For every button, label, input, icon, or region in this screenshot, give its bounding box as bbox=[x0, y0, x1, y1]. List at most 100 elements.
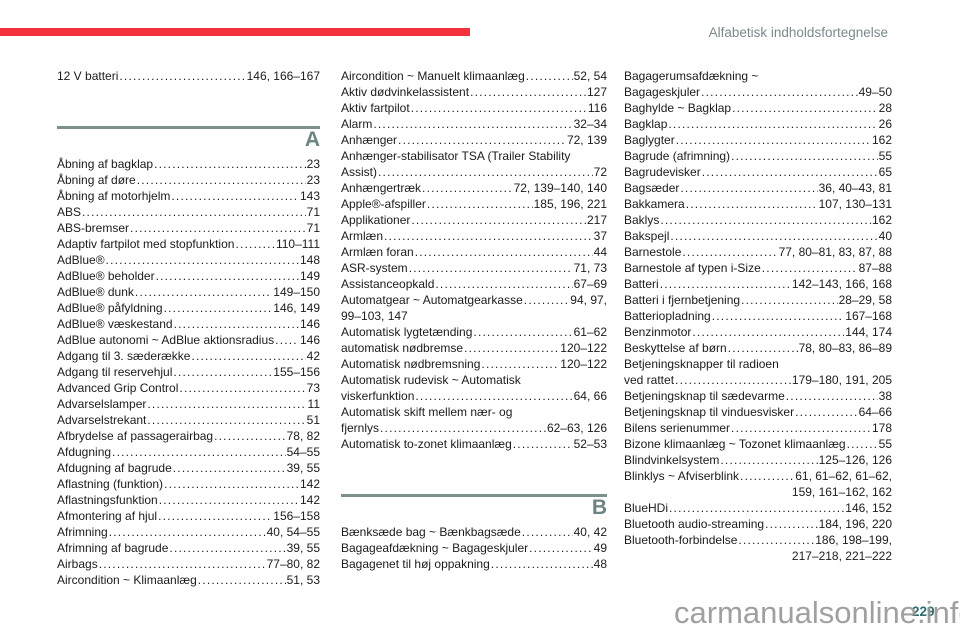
entry-label: Afdugning af bagrude bbox=[57, 461, 172, 475]
index-entry: AdBlue® påfyldning 146, 149 bbox=[57, 300, 320, 316]
index-entry: AdBlue® beholder 149 bbox=[57, 268, 320, 284]
entry-label: Apple®-afspiller bbox=[341, 197, 426, 211]
entry-label: Åbning af bagklap bbox=[57, 157, 154, 171]
entry-label: Aflastning (funktion) bbox=[57, 477, 164, 491]
dot-leader bbox=[522, 524, 573, 540]
index-entry: Bagklap 26 bbox=[624, 116, 892, 132]
index-entry: Afrimning 40, 54–55 bbox=[57, 524, 320, 540]
entry-label: AdBlue® dunk bbox=[57, 285, 134, 299]
index-entry: Bagageafdækning ~ Bagageskjuler 49 bbox=[341, 540, 607, 556]
entry-pages: 36, 40–43, 81 bbox=[818, 181, 892, 195]
index-entry: Aircondition ~ Klimaanlæg 51, 53 bbox=[57, 572, 320, 588]
entry-label: Åbning af døre bbox=[57, 173, 136, 187]
entry-pages: 87–88 bbox=[858, 261, 892, 275]
index-entry: 99–103, 147 bbox=[341, 308, 607, 324]
entry-label: Betjeningsknap til sædevarme bbox=[624, 389, 785, 403]
entry-pages: 42 bbox=[306, 349, 320, 363]
entry-pages: 40, 54–55 bbox=[266, 525, 320, 539]
entry-label: Adgang til reservehjul bbox=[57, 365, 173, 379]
index-entry: ASR-system 71, 73 bbox=[341, 260, 607, 276]
section-divider: B bbox=[341, 494, 607, 519]
dot-leader bbox=[411, 212, 586, 228]
index-entry: AdBlue® dunk 149–150 bbox=[57, 284, 320, 300]
entry-pages: 52–53 bbox=[573, 437, 607, 451]
index-section: 12 V batteri 146, 166–167 bbox=[57, 68, 320, 84]
index-entry: Bluetooth audio-streaming 184, 196, 220 bbox=[624, 516, 892, 532]
entry-label: ABS-bremser bbox=[57, 221, 130, 235]
entry-label: Benzinmotor bbox=[624, 325, 692, 339]
entry-pages: 28 bbox=[878, 101, 892, 115]
index-entry: Bagrudevisker 65 bbox=[624, 164, 892, 180]
index-entry: Beskyttelse af børn 78, 80–83, 86–89 bbox=[624, 340, 892, 356]
index-entry: Adgang til reservehjul 155–156 bbox=[57, 364, 320, 380]
entry-pages: 127 bbox=[586, 85, 607, 99]
index-entry: Automatisk to-zonet klimaanlæg 52–53 bbox=[341, 436, 607, 452]
entry-label: Bagrudevisker bbox=[624, 165, 701, 179]
index-section: Aircondition ~ Manuelt klimaanlæg52, 54A… bbox=[341, 68, 607, 452]
entry-label: Afmontering af hjul bbox=[57, 509, 158, 523]
index-entry: Blindvinkelsystem 125–126, 126 bbox=[624, 452, 892, 468]
entry-label: Baghylde ~ Bagklap bbox=[624, 101, 732, 115]
index-entry: Benzinmotor 144, 174 bbox=[624, 324, 892, 340]
dot-leader bbox=[712, 308, 845, 324]
dot-leader bbox=[214, 428, 286, 444]
entry-pages: 217 bbox=[586, 213, 607, 227]
index-entry: Apple®-afspiller 185, 196, 221 bbox=[341, 196, 607, 212]
dot-leader bbox=[384, 228, 593, 244]
index-entry: AdBlue® væskestand 146 bbox=[57, 316, 320, 332]
index-entry: 12 V batteri 146, 166–167 bbox=[57, 68, 320, 84]
entry-label: AdBlue® væskestand bbox=[57, 317, 173, 331]
entry-pages: 149–150 bbox=[273, 285, 320, 299]
index-entry: Baghylde ~ Bagklap 28 bbox=[624, 100, 892, 116]
entry-label: ASR-system bbox=[341, 261, 408, 275]
dot-leader bbox=[680, 180, 817, 196]
dot-leader bbox=[670, 228, 877, 244]
entry-label: Aircondition ~ Klimaanlæg bbox=[57, 573, 197, 587]
entry-label: Batteriopladning bbox=[624, 309, 711, 323]
dot-leader bbox=[411, 100, 587, 116]
index-entry: Automatisk rudevisk ~ Automatisk bbox=[341, 372, 607, 388]
entry-pages: 156–158 bbox=[273, 509, 320, 523]
entry-pages: 107, 130–131 bbox=[818, 197, 892, 211]
entry-pages: 39, 55 bbox=[286, 541, 320, 555]
dot-leader bbox=[668, 116, 877, 132]
entry-pages: 61–62 bbox=[573, 325, 607, 339]
index-entry: AdBlue autonomi ~ AdBlue aktionsradius 14… bbox=[57, 332, 320, 348]
entry-pages: 146 bbox=[299, 317, 320, 331]
entry-pages: 77–80, 82 bbox=[266, 557, 320, 571]
index-entry: Bænksæde bag ~ Bænkbagsæde 40, 42 bbox=[341, 524, 607, 540]
dot-leader bbox=[147, 396, 306, 412]
entry-label: Automatisk nødbremsning bbox=[341, 357, 481, 371]
entry-label: Beskyttelse af børn bbox=[624, 341, 727, 355]
dot-leader bbox=[173, 364, 272, 380]
brand-red-bar bbox=[0, 28, 470, 36]
dot-leader bbox=[464, 340, 559, 356]
dot-leader bbox=[524, 292, 570, 308]
index-entry: Automatisk nødbremsning 120–122 bbox=[341, 356, 607, 372]
dot-leader bbox=[82, 204, 306, 220]
index-entry: Anhænger-stabilisator TSA (Trailer Stabi… bbox=[341, 148, 607, 164]
entry-pages: 64, 66 bbox=[573, 389, 607, 403]
dot-leader bbox=[692, 324, 844, 340]
entry-label: Baglygter bbox=[624, 133, 675, 147]
dot-leader bbox=[702, 164, 878, 180]
index-entry: AdBlue® 148 bbox=[57, 252, 320, 268]
dot-leader bbox=[119, 68, 245, 84]
dot-leader bbox=[682, 244, 777, 260]
dot-leader bbox=[409, 260, 573, 276]
entry-label: Afrimning bbox=[57, 525, 108, 539]
dot-leader bbox=[191, 348, 305, 364]
entry-pages: 48 bbox=[593, 557, 607, 571]
entry-pages: 94, 97, bbox=[570, 293, 607, 307]
dot-leader bbox=[669, 500, 844, 516]
index-entry: Betjeningsknap til vinduesvisker 64–66 bbox=[624, 404, 892, 420]
index-entry: Adaptiv fartpilot med stopfunktion 110–11… bbox=[57, 236, 320, 252]
entry-label: ABS bbox=[57, 205, 82, 219]
entry-pages: 38 bbox=[878, 389, 892, 403]
index-entry: Assist) 72 bbox=[341, 164, 607, 180]
dot-leader bbox=[373, 116, 572, 132]
dot-leader bbox=[741, 292, 838, 308]
entry-pages: 11 bbox=[307, 397, 320, 411]
entry-label: Aircondition ~ Manuelt klimaanlæg bbox=[341, 69, 525, 83]
